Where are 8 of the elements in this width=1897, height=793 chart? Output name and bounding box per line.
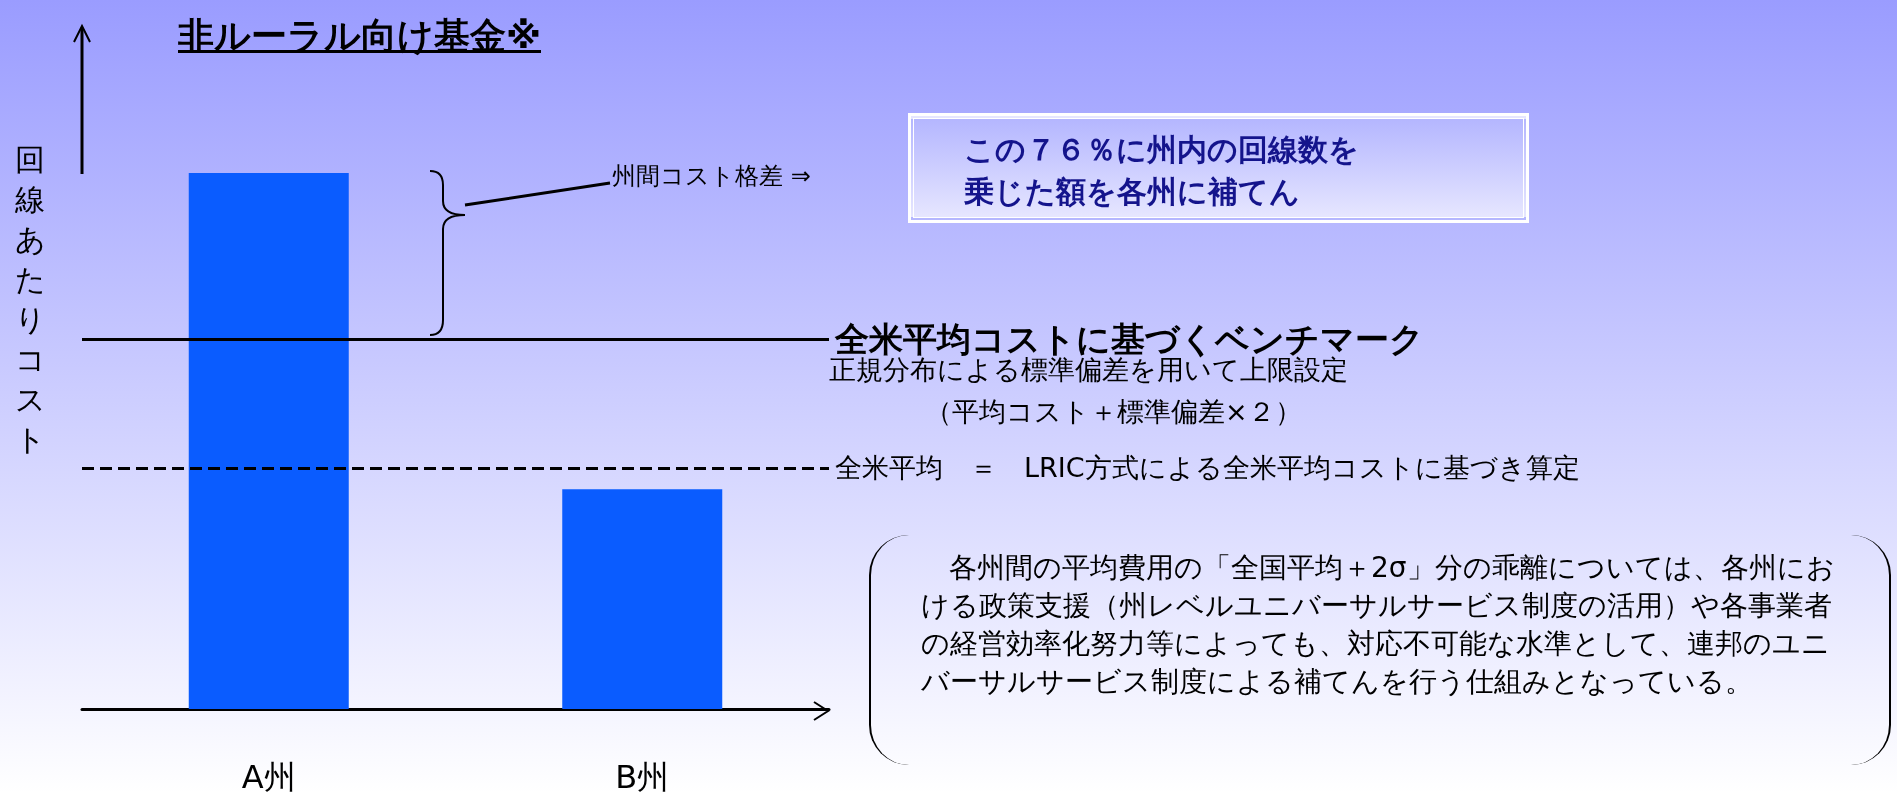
annotation: 州間コスト格差 ⇒ [612, 162, 811, 190]
x-tick-label: B州 [615, 758, 670, 793]
x-tick-label: A州 [241, 758, 296, 793]
text: 各州間の平均費用の「全国平均＋2σ」分の乖離については、各州における政策支援（州レベルユニバーサルサービス制度の活用）や各事業者の経営効率化努力等によっても、対応不可能な水準として、連邦のユニバーサルサービス制度による補てんを行う仕組みとなっている。 [921, 551, 1835, 698]
y-axis-title: 回線あたりコスト [14, 142, 46, 457]
text: この７６％に州内の回線数を乗じた額を各州に補てん [964, 132, 1359, 209]
text: （平均コスト＋標準偏差×２） [925, 396, 1302, 427]
ref-line-label: 全米平均 ＝ LRIC方式による全米平均コストに基づき算定 [835, 452, 1580, 484]
